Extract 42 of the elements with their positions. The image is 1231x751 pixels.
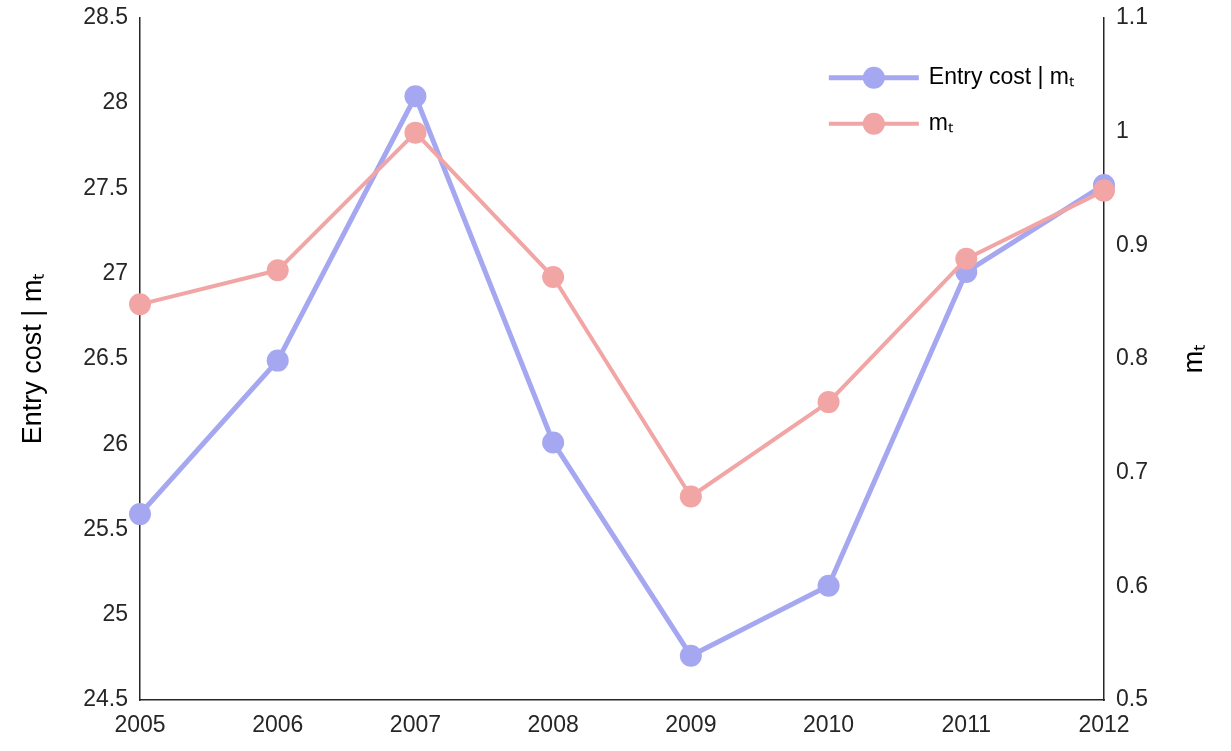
x-tick-label: 2006 (252, 711, 304, 738)
x-tick-label: 2008 (527, 711, 579, 738)
point (679, 644, 702, 667)
y2-tick-label: 1 (1116, 116, 1129, 143)
point (955, 247, 978, 270)
y2-tick-label: 0.8 (1116, 344, 1148, 371)
y-tick-label: 27.5 (83, 173, 128, 200)
y-tick-label: 25.5 (83, 514, 128, 541)
y-tick-label: 24.5 (83, 685, 128, 712)
point (817, 574, 840, 597)
point (129, 503, 151, 526)
x-tick-label: 2010 (802, 711, 855, 738)
y-tick-label: 27 (102, 258, 128, 285)
legend-label: Entry cost | mₜ (928, 63, 1075, 90)
point (542, 266, 565, 289)
x-tick-label: 2005 (114, 711, 166, 738)
point (542, 431, 565, 454)
point (266, 349, 289, 372)
point (129, 293, 151, 316)
y2-tick-label: 0.6 (1116, 571, 1148, 598)
point (266, 259, 289, 282)
point (817, 391, 840, 414)
y2-tick-label: 0.9 (1116, 230, 1148, 257)
x-tick-label: 2009 (665, 711, 717, 738)
point (679, 485, 702, 508)
y2-axis-title: mₜ (1178, 344, 1209, 374)
x-tick-label: 2012 (1078, 711, 1130, 738)
y-axis-title: Entry cost | mₜ (17, 273, 48, 445)
legend-label: mₜ (928, 109, 954, 136)
point (404, 121, 427, 144)
x-tick-label: 2007 (389, 711, 442, 738)
y-tick-label: 28.5 (83, 3, 128, 30)
y2-tick-label: 0.7 (1116, 457, 1148, 484)
y2-tick-label: 0.5 (1116, 685, 1148, 712)
y-tick-label: 26.5 (83, 344, 128, 371)
y-tick-label: 28 (102, 88, 128, 115)
x-tick-label: 2011 (941, 711, 992, 738)
y-tick-label: 26 (102, 429, 128, 456)
point (404, 85, 427, 108)
y2-tick-label: 1.1 (1116, 3, 1148, 30)
point (1093, 179, 1115, 202)
y-tick-label: 25 (102, 600, 128, 627)
